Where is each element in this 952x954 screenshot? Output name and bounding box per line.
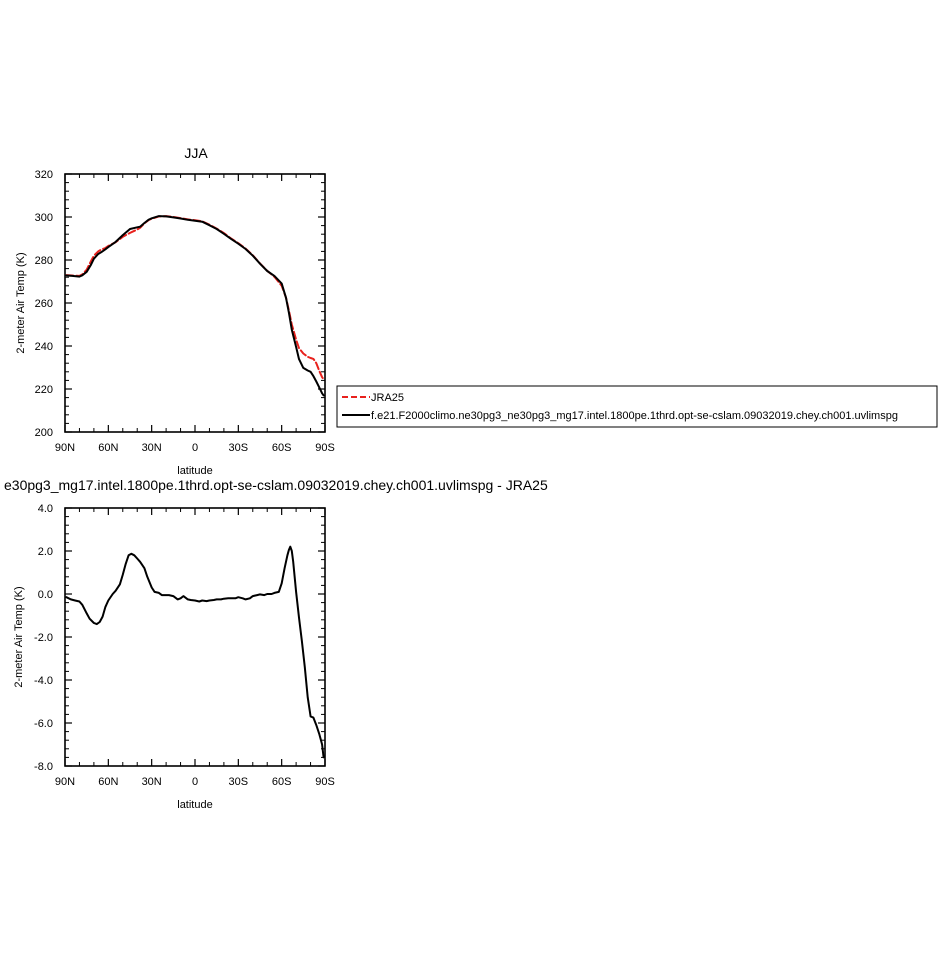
- panel-difference: e30pg3_mg17.intel.1800pe.1thrd.opt-se-cs…: [4, 477, 548, 811]
- panel1-xtick-label: 30S: [229, 442, 249, 454]
- legend-box: [336, 385, 938, 428]
- panel2-xlabel: latitude: [177, 799, 212, 811]
- panel2-plot-frame: [64, 507, 326, 767]
- panel1-ytick-label: 280: [35, 255, 53, 267]
- panel2-xtick-label: 30S: [229, 776, 249, 788]
- panel2-xtick-label: 30N: [142, 776, 162, 788]
- panel1-series-lines: [65, 215, 325, 397]
- panel2-ytick-label: 0.0: [38, 589, 53, 601]
- panel2-ytick-label: -2.0: [34, 632, 53, 644]
- panel1-ytick-label: 320: [35, 169, 53, 181]
- panel1-ytick-label: 220: [35, 384, 53, 396]
- panel2-ytick-label: 4.0: [38, 503, 53, 515]
- panel1-ytick-label: 260: [35, 298, 53, 310]
- panel2-xtick-label: 60N: [98, 776, 118, 788]
- panel1-xtick-label: 60N: [98, 442, 118, 454]
- panel1-xlabel: latitude: [177, 465, 212, 477]
- panel1-xtick-label: 90N: [55, 442, 75, 454]
- panel1-xtick-label: 0: [192, 442, 198, 454]
- panel2-ytick-label: -4.0: [34, 675, 53, 687]
- panel1-ytick-label: 240: [35, 341, 53, 353]
- panel2-xtick-label: 90N: [55, 776, 75, 788]
- panel2-series-lines: [65, 545, 325, 759]
- panel1-title: JJA: [184, 145, 208, 161]
- legend-label-jra25: JRA25: [371, 392, 404, 404]
- panel2-series-line-0: [65, 545, 325, 759]
- panel1-ytick-label: 200: [35, 427, 53, 439]
- panel1-xtick-label: 30N: [142, 442, 162, 454]
- panel2-ylabel: 2-meter Air Temp (K): [13, 586, 25, 687]
- panel1-xtick-label: 60S: [272, 442, 292, 454]
- panel1-series-line-1: [65, 215, 325, 397]
- panel1-ylabel: 2-meter Air Temp (K): [15, 252, 27, 353]
- legend-label-model: f.e21.F2000climo.ne30pg3_ne30pg3_mg17.in…: [371, 410, 898, 422]
- panel1-ytick-label: 300: [35, 212, 53, 224]
- panel2-ticks: [64, 507, 326, 767]
- panel2-title: e30pg3_mg17.intel.1800pe.1thrd.opt-se-cs…: [4, 477, 548, 493]
- panel2-xtick-label: 90S: [315, 776, 335, 788]
- legend: JRA25 f.e21.F2000climo.ne30pg3_ne30pg3_m…: [336, 385, 938, 428]
- panel2-xtick-label: 60S: [272, 776, 292, 788]
- panel2-ytick-label: -6.0: [34, 718, 53, 730]
- panel2-xtick-label: 0: [192, 776, 198, 788]
- panel2-ytick-label: 2.0: [38, 546, 53, 558]
- panel1-tick-labels: 90N 60N 30N 0 30S 60S 90S 200 220 240 260 280 300 320: [35, 169, 335, 454]
- panel1-xtick-label: 90S: [315, 442, 335, 454]
- panel2-tick-labels: 90N 60N 30N 0 30S 60S 90S -8.0 -6.0 -4.0 -2.0 0.0 2.…: [34, 503, 335, 788]
- panel1-plot-frame: [64, 173, 326, 433]
- panel2-ytick-label: -8.0: [34, 761, 53, 773]
- panel-jja-temperature: JJA 2-meter Air Temp (K) latitude 90N 60N…: [15, 145, 335, 477]
